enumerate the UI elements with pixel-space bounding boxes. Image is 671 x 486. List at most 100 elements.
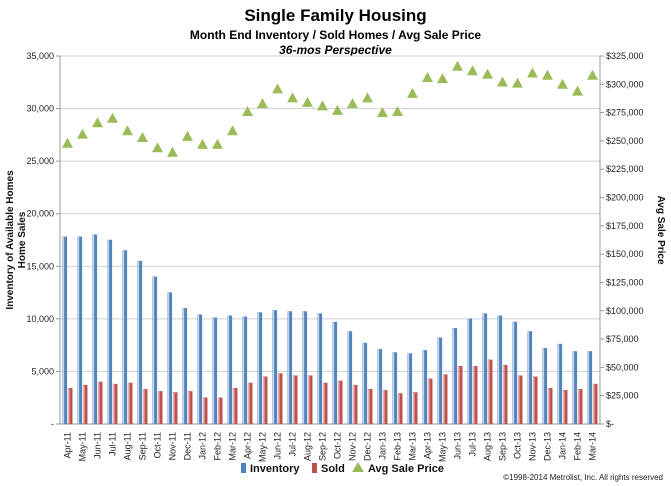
inventory-bar bbox=[332, 321, 338, 425]
sold-bar bbox=[442, 374, 448, 425]
inventory-bar bbox=[182, 308, 188, 425]
sold-bar bbox=[412, 392, 418, 425]
inventory-bar bbox=[437, 337, 443, 425]
inventory-bar bbox=[272, 310, 278, 425]
inventory-bar bbox=[557, 343, 563, 425]
inventory-bar bbox=[92, 234, 98, 425]
y-axis-title: Home Sales bbox=[17, 211, 28, 268]
legend-price-label: Avg Sale Price bbox=[368, 463, 444, 475]
sold-bar bbox=[292, 375, 298, 425]
x-tick-label: Sep-11 bbox=[138, 432, 148, 460]
price-marker bbox=[407, 87, 418, 98]
price-marker bbox=[287, 92, 298, 103]
price-marker bbox=[437, 73, 448, 84]
sold-bar bbox=[277, 373, 283, 425]
price-marker bbox=[257, 98, 268, 109]
x-tick-label: Sep-13 bbox=[498, 432, 508, 461]
sold-bar bbox=[487, 359, 493, 425]
inventory-bar bbox=[302, 311, 308, 425]
left-tick-label: - bbox=[51, 419, 54, 429]
x-tick-label: Jun-13 bbox=[453, 432, 463, 460]
legend-price-swatch bbox=[352, 462, 364, 472]
inventory-bar bbox=[587, 351, 593, 425]
sold-bar bbox=[517, 375, 523, 425]
price-marker bbox=[242, 105, 253, 116]
price-marker bbox=[332, 104, 343, 115]
sold-bar bbox=[577, 389, 583, 425]
x-tick-label: Jul-11 bbox=[108, 432, 118, 456]
x-tick-label: Nov-12 bbox=[348, 432, 358, 461]
left-tick-label: 20,000 bbox=[26, 209, 54, 219]
sold-bar bbox=[127, 382, 133, 425]
sold-bar bbox=[202, 397, 208, 425]
sold-bar bbox=[157, 391, 163, 425]
x-tick-label: Apr-12 bbox=[243, 432, 253, 459]
x-tick-label: Dec-11 bbox=[183, 432, 193, 460]
inventory-bar bbox=[122, 250, 128, 425]
x-tick-label: Jul-13 bbox=[468, 432, 478, 457]
inventory-bar bbox=[467, 318, 473, 425]
x-tick-label: Nov-11 bbox=[168, 432, 178, 460]
price-marker bbox=[122, 125, 133, 136]
x-tick-label: Mar-14 bbox=[588, 432, 598, 461]
y-axis-title: Inventory of Available Homes bbox=[5, 170, 16, 310]
price-marker bbox=[557, 78, 568, 89]
sold-bar bbox=[322, 382, 328, 425]
sold-bar bbox=[532, 376, 538, 425]
x-tick-label: May-12 bbox=[258, 432, 268, 462]
price-marker bbox=[302, 96, 313, 107]
sold-bar bbox=[367, 389, 373, 425]
price-marker bbox=[362, 92, 373, 103]
sold-bar bbox=[247, 382, 253, 425]
inventory-bar bbox=[542, 348, 548, 425]
price-marker bbox=[152, 142, 163, 153]
x-tick-label: Aug-13 bbox=[483, 432, 493, 461]
sold-bar bbox=[172, 392, 178, 425]
inventory-bar bbox=[77, 236, 83, 425]
price-marker bbox=[227, 125, 238, 136]
inventory-bar bbox=[242, 316, 248, 425]
x-tick-label: Feb-12 bbox=[213, 432, 223, 461]
price-marker bbox=[392, 105, 403, 116]
sold-bar bbox=[382, 390, 388, 425]
right-tick-label: $225,000 bbox=[606, 164, 644, 174]
price-marker bbox=[92, 117, 103, 128]
x-tick-label: Feb-14 bbox=[573, 432, 583, 461]
legend-inventory-label: Inventory bbox=[250, 463, 300, 475]
x-tick-label: Oct-11 bbox=[153, 432, 163, 458]
x-tick-label: Sep-12 bbox=[318, 432, 328, 461]
left-tick-label: 35,000 bbox=[26, 51, 54, 61]
price-marker bbox=[572, 85, 583, 96]
x-tick-label: Aug-11 bbox=[123, 432, 133, 460]
inventory-bar bbox=[452, 328, 458, 425]
sold-bar bbox=[307, 375, 313, 425]
price-marker bbox=[467, 65, 478, 76]
sold-bar bbox=[592, 383, 598, 425]
inventory-bar bbox=[407, 353, 413, 425]
inventory-bar bbox=[422, 350, 428, 425]
chart-title: Single Family Housing bbox=[244, 6, 427, 25]
inventory-bar bbox=[167, 292, 173, 425]
sold-bar bbox=[232, 388, 238, 425]
x-tick-label: Dec-12 bbox=[363, 432, 373, 461]
price-marker bbox=[197, 138, 208, 149]
inventory-bar bbox=[347, 331, 353, 425]
chart-perspective: 36-mos Perspective bbox=[279, 43, 392, 57]
x-tick-label: May-11 bbox=[78, 432, 88, 461]
price-marker bbox=[587, 69, 598, 80]
inventory-bar bbox=[527, 331, 533, 425]
x-tick-label: Jun-12 bbox=[273, 432, 283, 460]
sold-bar bbox=[217, 397, 223, 425]
price-marker bbox=[272, 83, 283, 94]
price-marker bbox=[137, 132, 148, 143]
copyright-notice: ©1998-2014 Metrolist, Inc. All rights re… bbox=[503, 473, 663, 482]
inventory-bar bbox=[62, 236, 68, 425]
inventory-bar bbox=[497, 315, 503, 425]
price-marker bbox=[182, 130, 193, 141]
inventory-bar bbox=[572, 351, 578, 425]
price-marker bbox=[212, 138, 223, 149]
price-marker bbox=[107, 112, 118, 123]
right-tick-label: $325,000 bbox=[606, 51, 644, 61]
price-marker bbox=[452, 60, 463, 71]
inventory-bar bbox=[482, 313, 488, 425]
